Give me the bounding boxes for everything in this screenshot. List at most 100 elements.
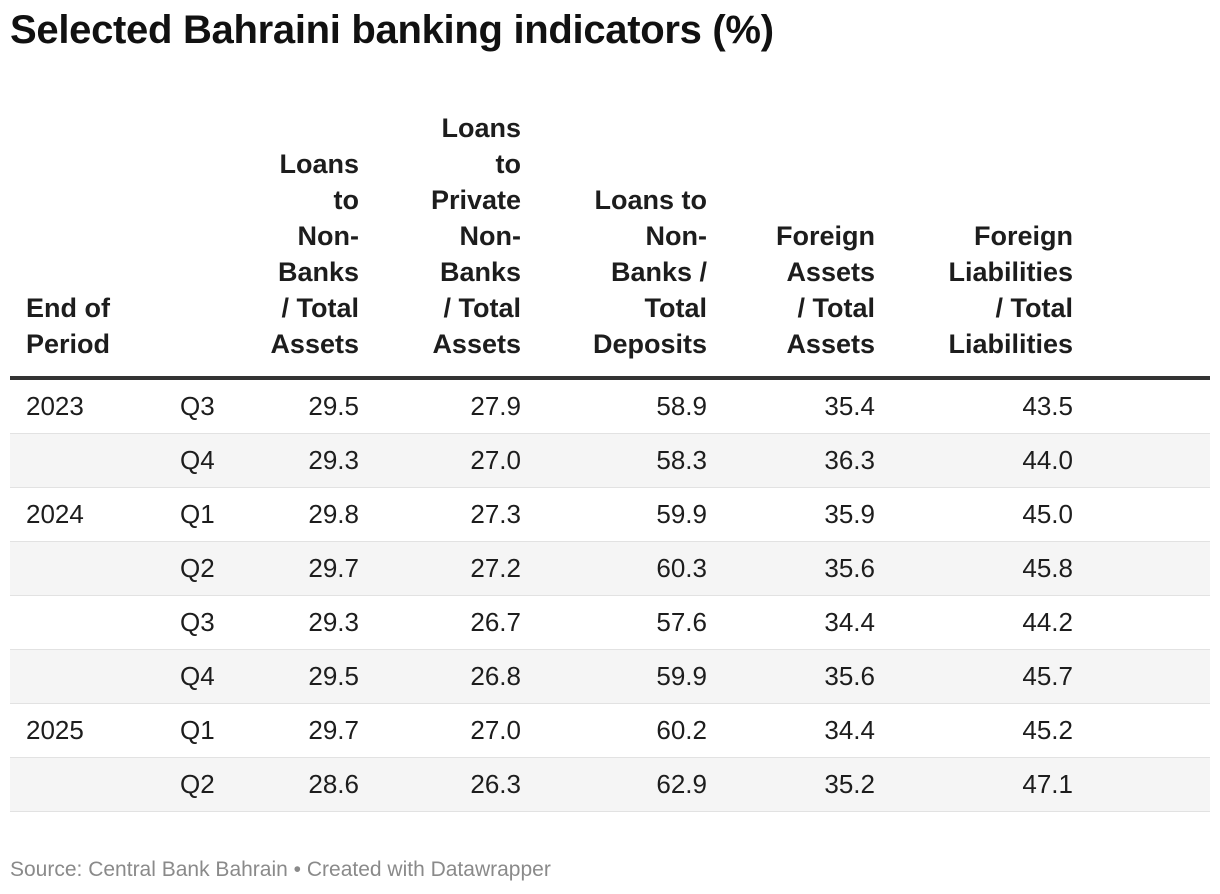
- table-row: Q4 29.5 26.8 59.9 35.6 45.7: [10, 649, 1210, 704]
- quarter-cell: Q2: [160, 541, 230, 596]
- column-header-line: to: [495, 149, 521, 179]
- year-cell: [10, 433, 160, 488]
- value-cell: [1089, 487, 1210, 542]
- table-row: Q2 29.7 27.2 60.3 35.6 45.8: [10, 541, 1210, 596]
- value-cell: 29.3: [230, 433, 375, 488]
- credit-text: Created with Datawrapper: [306, 858, 551, 881]
- table-row: 2023 Q3 29.5 27.9 58.9 35.4 43.5: [10, 378, 1210, 434]
- year-cell: [10, 649, 160, 704]
- column-header-line: Assets: [270, 329, 359, 359]
- column-header-6: Foreign Liabilities / Total Liabilities: [891, 110, 1089, 380]
- quarter-cell: Q4: [160, 649, 230, 704]
- column-header-line: Assets: [786, 257, 875, 287]
- year-cell: 2025: [10, 703, 160, 758]
- column-header-5: Foreign Assets / Total Assets: [723, 110, 891, 380]
- column-header-3: Loans to Private Non- Banks / Total Assets: [375, 110, 537, 380]
- column-header-line: / Total: [281, 293, 360, 323]
- value-cell: 35.2: [723, 757, 891, 812]
- column-header-2: Loans to Non- Banks / Total Assets: [230, 110, 375, 380]
- value-cell: 47.1: [891, 757, 1089, 812]
- column-header-4: Loans to Non- Banks / Total Deposits: [537, 110, 723, 380]
- value-cell: 26.7: [375, 595, 537, 650]
- value-cell: 58.3: [537, 433, 723, 488]
- value-cell: 29.5: [230, 649, 375, 704]
- column-header-line: Non-: [297, 221, 359, 251]
- value-cell: 29.7: [230, 541, 375, 596]
- value-cell: [1089, 433, 1210, 488]
- value-cell: 27.9: [375, 378, 537, 434]
- value-cell: 62.9: [537, 757, 723, 812]
- quarter-cell: Q3: [160, 595, 230, 650]
- value-cell: 44.2: [891, 595, 1089, 650]
- column-header-line: Loans to: [594, 185, 708, 215]
- value-cell: 29.8: [230, 487, 375, 542]
- value-cell: 35.6: [723, 649, 891, 704]
- column-header-line: End of: [26, 293, 110, 323]
- column-header-line: Total: [644, 293, 708, 323]
- value-cell: 45.8: [891, 541, 1089, 596]
- value-cell: 60.2: [537, 703, 723, 758]
- table-row: 2024 Q1 29.8 27.3 59.9 35.9 45.0: [10, 487, 1210, 542]
- column-header-line: Foreign: [974, 221, 1073, 251]
- column-header-line: Private: [430, 185, 521, 215]
- value-cell: 44.0: [891, 433, 1089, 488]
- year-cell: [10, 541, 160, 596]
- value-cell: [1089, 595, 1210, 650]
- column-header-line: Banks: [277, 257, 359, 287]
- column-header-line: / Total: [443, 293, 522, 323]
- column-header-line: Loans: [441, 113, 521, 143]
- column-header-line: Non-: [459, 221, 521, 251]
- year-cell: 2024: [10, 487, 160, 542]
- value-cell: 27.0: [375, 433, 537, 488]
- value-cell: 45.0: [891, 487, 1089, 542]
- value-cell: 59.9: [537, 649, 723, 704]
- value-cell: 27.0: [375, 703, 537, 758]
- column-header-1: [160, 110, 230, 380]
- value-cell: 59.9: [537, 487, 723, 542]
- column-header-line: Assets: [432, 329, 521, 359]
- value-cell: 26.8: [375, 649, 537, 704]
- chart-title: Selected Bahraini banking indicators (%): [10, 8, 774, 52]
- value-cell: [1089, 541, 1210, 596]
- value-cell: [1089, 757, 1210, 812]
- source-footer: Source: Central Bank Bahrain • Created w…: [10, 858, 551, 882]
- year-cell: [10, 757, 160, 812]
- value-cell: 27.2: [375, 541, 537, 596]
- value-cell: 43.5: [891, 378, 1089, 434]
- value-cell: 35.6: [723, 541, 891, 596]
- year-cell: 2023: [10, 378, 160, 434]
- column-header-line: / Total: [995, 293, 1074, 323]
- value-cell: 27.3: [375, 487, 537, 542]
- column-header-line: to: [333, 185, 359, 215]
- column-header-line: Liabilities: [948, 257, 1073, 287]
- quarter-cell: Q1: [160, 703, 230, 758]
- column-header-line: Period: [26, 329, 111, 359]
- table-header: End of Period Loans to Non- Banks / Total Asset…: [10, 110, 1210, 380]
- value-cell: 35.9: [723, 487, 891, 542]
- table-row: Q4 29.3 27.0 58.3 36.3 44.0: [10, 433, 1210, 488]
- quarter-cell: Q2: [160, 757, 230, 812]
- footer-separator: •: [287, 858, 307, 881]
- table-row: Q3 29.3 26.7 57.6 34.4 44.2: [10, 595, 1210, 650]
- value-cell: 58.9: [537, 378, 723, 434]
- value-cell: 34.4: [723, 703, 891, 758]
- value-cell: 45.2: [891, 703, 1089, 758]
- value-cell: 29.3: [230, 595, 375, 650]
- value-cell: 35.4: [723, 378, 891, 434]
- column-header-line: Liabilities: [948, 329, 1073, 359]
- quarter-cell: Q4: [160, 433, 230, 488]
- column-header-line: Banks /: [610, 257, 707, 287]
- column-header-line: Non-: [645, 221, 707, 251]
- value-cell: 57.6: [537, 595, 723, 650]
- value-cell: [1089, 703, 1210, 758]
- column-header-line: Foreign: [776, 221, 875, 251]
- column-header-line: Loans: [279, 149, 359, 179]
- table-row: Q2 28.6 26.3 62.9 35.2 47.1: [10, 757, 1210, 812]
- value-cell: [1089, 378, 1210, 434]
- column-header-7: Dep/Liab: [1089, 110, 1210, 380]
- source-text: Source: Central Bank Bahrain: [10, 858, 288, 881]
- value-cell: 26.3: [375, 757, 537, 812]
- value-cell: 28.6: [230, 757, 375, 812]
- value-cell: 29.5: [230, 378, 375, 434]
- data-table-container[interactable]: End of Period Loans to Non- Banks / Total Asset…: [10, 110, 1210, 812]
